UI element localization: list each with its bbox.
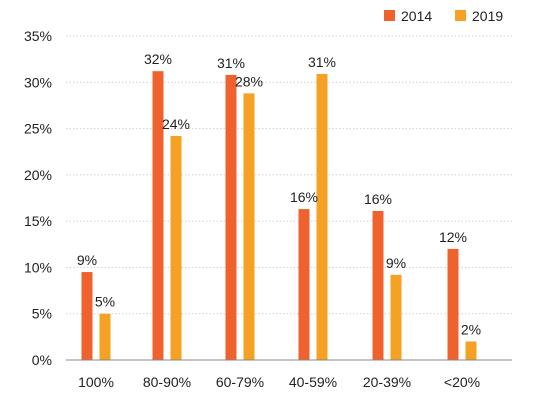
- x-tick-label: <20%: [444, 374, 480, 390]
- x-tick-label: 80-90%: [143, 374, 191, 390]
- y-tick-label: 0%: [32, 352, 52, 368]
- legend-swatch-2019: [455, 10, 466, 21]
- legend-label: 2019: [472, 8, 503, 24]
- y-tick-label: 35%: [24, 28, 52, 44]
- data-label: 31%: [217, 55, 245, 71]
- bar-2014-3: [298, 209, 310, 360]
- legend-swatch-2014: [384, 10, 395, 21]
- bar-2014-5: [447, 248, 459, 360]
- bar-2014-4: [372, 210, 384, 360]
- y-tick-label: 30%: [24, 74, 52, 90]
- x-axis-ticks: 100% 80-90% 60-79% 40-59% 20-39% <20%: [78, 374, 480, 390]
- bar-2014-0: [81, 272, 93, 360]
- x-tick-label: 100%: [78, 374, 114, 390]
- bar-2019-0: [99, 313, 111, 360]
- x-tick-label: 40-59%: [289, 374, 337, 390]
- legend-label: 2014: [401, 8, 432, 24]
- y-tick-label: 25%: [24, 121, 52, 137]
- y-tick-label: 15%: [24, 213, 52, 229]
- data-label: 9%: [386, 255, 406, 271]
- data-label: 12%: [439, 229, 467, 245]
- y-tick-label: 10%: [24, 259, 52, 275]
- bar-2014-1: [152, 71, 164, 361]
- x-tick-label: 60-79%: [216, 374, 264, 390]
- data-label: 31%: [308, 54, 336, 70]
- gridlines: [66, 35, 512, 315]
- bars: [81, 71, 477, 361]
- data-labels: 9% 32% 31% 16% 16% 12% 5% 24% 28% 31% 9% 2%: [77, 51, 481, 337]
- data-label: 9%: [77, 252, 97, 268]
- data-label: 32%: [144, 51, 172, 67]
- data-label: 2%: [461, 321, 481, 337]
- data-label: 28%: [235, 73, 263, 89]
- data-label: 5%: [95, 294, 115, 310]
- y-axis-ticks: 0% 5% 10% 15% 20% 25% 30% 35%: [24, 28, 52, 368]
- bar-2019-4: [390, 274, 402, 360]
- bar-2019-2: [243, 93, 255, 360]
- legend: 2014 2019: [384, 8, 503, 24]
- y-tick-label: 5%: [32, 306, 52, 322]
- data-label: 16%: [364, 191, 392, 207]
- bar-2019-5: [465, 341, 477, 360]
- y-tick-label: 20%: [24, 167, 52, 183]
- data-label: 24%: [162, 116, 190, 132]
- bar-2019-3: [316, 73, 328, 360]
- data-label: 16%: [290, 189, 318, 205]
- x-tick-label: 20-39%: [363, 374, 411, 390]
- bar-2014-2: [225, 74, 237, 360]
- bar-2019-1: [170, 135, 182, 360]
